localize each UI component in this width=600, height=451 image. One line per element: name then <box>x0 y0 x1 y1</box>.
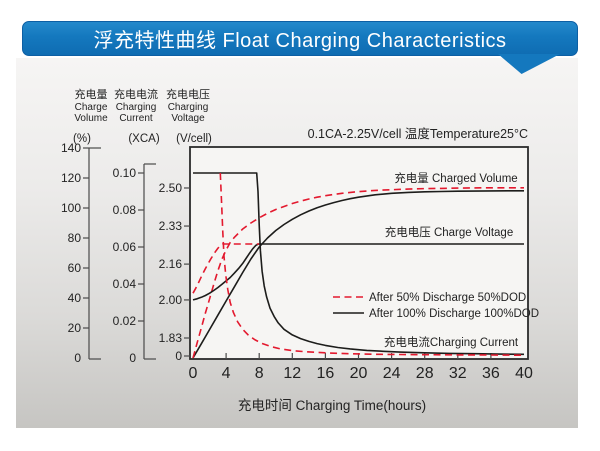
axis-volume-label-en1: Charge <box>75 102 108 113</box>
y-tick-label-current: 0.10 <box>113 166 137 180</box>
axis-volume-label-cn: 充电量 <box>75 87 108 101</box>
y-tick-label-current: 0 <box>129 351 136 365</box>
y-tick-label-volume: 120 <box>61 171 81 185</box>
axis-header-charging-voltage: 充电电压 Charging Voltage (V/cell) <box>166 87 212 145</box>
x-tick-label: 36 <box>482 365 500 382</box>
x-tick-label: 28 <box>416 365 434 382</box>
x-tick-label: 40 <box>515 365 533 382</box>
y-tick-label-voltage: 1.83 <box>159 331 183 345</box>
series-charged-volume-50dod <box>192 187 524 359</box>
y-tick-label-voltage: 2.00 <box>159 293 183 307</box>
plot-area <box>189 146 529 360</box>
axis-current-label-en1: Charging <box>116 102 157 113</box>
y-tick-label-voltage: 2.50 <box>159 181 183 195</box>
y-tick-label-volume: 60 <box>68 261 82 275</box>
legend: After 50% Discharge 50%DOD After 100% Di… <box>333 292 539 320</box>
legend-label-50dod: After 50% Discharge 50%DOD <box>369 292 526 304</box>
y-tick-label-voltage: 0 <box>175 349 182 363</box>
y-tick-label-volume: 100 <box>61 201 81 215</box>
axis-volume-unit: (%) <box>73 133 91 145</box>
y-tick-label-current: 0.08 <box>113 203 137 217</box>
test-condition-label: 0.1CA-2.25V/cell 温度Temperature25°C <box>308 126 528 141</box>
axis-current-label-cn: 充电电流 <box>114 87 158 101</box>
x-tick-label: 12 <box>283 365 301 382</box>
axis-voltage-label-en2: Voltage <box>171 113 205 124</box>
axis-voltage-label-cn: 充电电压 <box>166 87 210 101</box>
x-tick-label: 0 <box>189 365 198 382</box>
y-tick-label-current: 0.04 <box>113 277 137 291</box>
x-tick-label: 8 <box>255 365 264 382</box>
curve-label-charge-voltage: 充电电压 Charge Voltage <box>385 225 513 239</box>
y-tick-label-current: 0.02 <box>113 314 137 328</box>
axis-current-unit: (XCA) <box>128 133 159 145</box>
series-charged-volume-100dod <box>192 190 524 359</box>
axis-voltage-unit: (V/cell) <box>176 133 212 145</box>
y-tick-label-current: 0.06 <box>113 240 137 254</box>
series-charging-current-50dod <box>219 172 525 356</box>
series-charging-current-100dod <box>193 172 525 356</box>
curve-label-charged-volume: 充电量 Charged Volume <box>394 171 517 185</box>
x-tick-label: 20 <box>350 365 368 382</box>
y-tick-label-volume: 140 <box>61 141 81 155</box>
curve-label-charging-current: 充电电流Charging Current <box>384 335 519 349</box>
title-banner: 浮充特性曲线 Float Charging Characteristics <box>22 21 578 56</box>
legend-label-100dod: After 100% Discharge 100%DOD <box>369 308 539 320</box>
x-tick-label: 4 <box>222 365 231 382</box>
y-tick-label-volume: 0 <box>74 351 81 365</box>
axis-header-charge-volume: 充电量 Charge Volume (%) <box>73 87 108 145</box>
y-tick-label-voltage: 2.33 <box>159 219 183 233</box>
page-title: 浮充特性曲线 Float Charging Characteristics <box>93 30 507 52</box>
y-tick-label-volume: 40 <box>68 291 82 305</box>
axis-voltage-label-en1: Charging <box>168 102 209 113</box>
x-tick-label: 24 <box>383 365 401 382</box>
x-tick-label: 16 <box>317 365 335 382</box>
y-tick-label-voltage: 2.16 <box>159 257 183 271</box>
y-tick-label-volume: 80 <box>68 231 82 245</box>
axis-header-charging-current: 充电电流 Charging Current (XCA) <box>114 87 160 145</box>
x-tick-label: 32 <box>449 365 467 382</box>
axis-current-label-en2: Current <box>119 113 153 124</box>
x-axis-title: 充电时间 Charging Time(hours) <box>238 398 426 413</box>
y-tick-label-volume: 20 <box>68 321 82 335</box>
axis-volume-label-en2: Volume <box>74 113 108 124</box>
series-charge-voltage-100dod <box>192 243 524 301</box>
series-charge-voltage-50dod <box>192 243 260 294</box>
